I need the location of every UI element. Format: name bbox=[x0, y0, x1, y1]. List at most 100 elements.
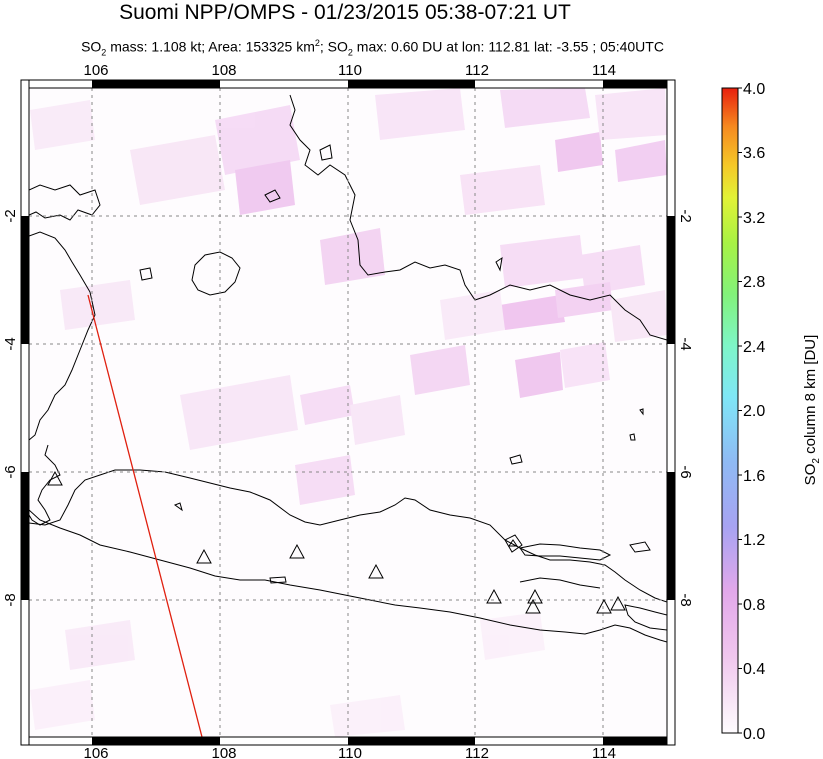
colorbar-gradient bbox=[721, 87, 739, 734]
lon-tick-label: 112 bbox=[465, 62, 489, 79]
belitung-island bbox=[191, 251, 241, 296]
colorbar-tick-label: 0.4 bbox=[743, 661, 765, 678]
lat-tick-label: -8 bbox=[677, 593, 694, 606]
small-island bbox=[639, 408, 644, 416]
volcano-marker bbox=[610, 595, 626, 611]
lon-labels-bottom: 106 108 110 112 114 bbox=[83, 745, 615, 759]
lon-tick-label: 106 bbox=[83, 745, 108, 759]
so2-pixel bbox=[580, 245, 645, 295]
so2-pixel bbox=[330, 695, 405, 737]
so2-pixel bbox=[610, 290, 667, 342]
lon-tick-label: 112 bbox=[465, 745, 489, 759]
lat-tick-label: -8 bbox=[2, 593, 19, 606]
so2-pixel bbox=[30, 680, 95, 730]
colorbar-tick-label: 2.4 bbox=[743, 339, 765, 356]
sumatra-coast bbox=[29, 184, 101, 221]
borneo-coast bbox=[289, 94, 667, 341]
colorbar-tick-label: 1.6 bbox=[743, 468, 765, 485]
colorbar-tick-label: 2.0 bbox=[743, 403, 765, 420]
small-island bbox=[264, 189, 281, 203]
so2-pixels bbox=[30, 88, 667, 737]
so2-pixel bbox=[555, 282, 613, 318]
lat-tick-label: -4 bbox=[2, 337, 19, 350]
so2-pixel bbox=[440, 290, 505, 340]
so2-pixel bbox=[65, 620, 135, 670]
map-frame bbox=[20, 79, 676, 746]
java-south-coast bbox=[29, 509, 667, 643]
colorbar-tick-label: 2.8 bbox=[743, 274, 765, 291]
small-island bbox=[139, 267, 153, 281]
colorbar-tick-label: 0.8 bbox=[743, 597, 765, 614]
volcano-marker bbox=[486, 588, 502, 604]
lon-tick-label: 110 bbox=[338, 745, 362, 759]
small-island bbox=[509, 454, 523, 465]
so2-pixel bbox=[235, 160, 295, 215]
colorbar-tick-label: 0.0 bbox=[743, 726, 765, 743]
so2-pixel bbox=[615, 140, 667, 182]
so2-pixel bbox=[515, 352, 563, 398]
so2-pixel bbox=[215, 105, 300, 175]
so2-pixel bbox=[130, 135, 225, 205]
so2-pixel bbox=[300, 385, 355, 425]
so2-pixel bbox=[560, 342, 610, 388]
volcano-marker bbox=[596, 598, 612, 614]
sumatra-east-coast bbox=[29, 231, 96, 441]
lat-labels-left: -2 -4 -6 -8 bbox=[2, 209, 19, 606]
small-island bbox=[629, 433, 636, 441]
volcano-marker bbox=[368, 563, 384, 579]
chart-title: Suomi NPP/OMPS - 01/23/2015 05:38-07:21 … bbox=[119, 1, 571, 24]
so2-pixel bbox=[595, 88, 667, 140]
so2-pixel bbox=[350, 395, 405, 445]
lat-tick-label: -4 bbox=[677, 337, 694, 350]
so2-pixel bbox=[410, 345, 470, 395]
lon-tick-label: 110 bbox=[338, 62, 362, 79]
so2-pixel bbox=[320, 228, 385, 285]
lon-tick-label: 106 bbox=[83, 62, 108, 79]
lon-tick-label: 108 bbox=[211, 745, 236, 759]
swath-edge-line bbox=[87, 294, 203, 737]
lat-tick-label: -6 bbox=[677, 465, 694, 478]
chart-subtitle: SO2 mass: 1.108 kt; Area: 153325 km2; SO… bbox=[81, 38, 664, 58]
lon-tick-label: 108 bbox=[211, 62, 236, 79]
small-island bbox=[319, 144, 333, 161]
small-island bbox=[269, 576, 287, 584]
so2-pixel bbox=[555, 132, 603, 172]
lat-tick-label: -2 bbox=[677, 209, 694, 222]
volcano-marker bbox=[47, 470, 63, 486]
map-plot bbox=[29, 88, 667, 737]
surabaya-box bbox=[504, 534, 523, 553]
so2-pixel bbox=[500, 88, 590, 128]
lat-tick-label: -6 bbox=[2, 465, 19, 478]
madura-island bbox=[519, 543, 612, 561]
colorbar-label: SO2 column 8 km [DU] bbox=[802, 335, 822, 486]
so2-pixel bbox=[60, 280, 135, 330]
volcano-markers bbox=[47, 470, 626, 614]
lat-tick-label: -2 bbox=[2, 209, 19, 222]
lat-labels-right: -2 -4 -6 -8 bbox=[677, 209, 694, 606]
lon-tick-label: 114 bbox=[592, 745, 616, 759]
small-island bbox=[629, 541, 651, 553]
colorbar-tick-label: 3.2 bbox=[743, 210, 765, 227]
volcano-marker bbox=[525, 598, 541, 614]
small-island bbox=[173, 502, 183, 512]
so2-pixel bbox=[30, 100, 95, 150]
volcano-marker bbox=[508, 539, 518, 547]
so2-pixel bbox=[460, 165, 545, 215]
volcano-marker bbox=[289, 543, 305, 559]
bali-island bbox=[624, 604, 667, 631]
colorbar: 4.0 3.6 3.2 2.8 2.4 2.0 1.6 1.2 0.8 0.4 … bbox=[721, 81, 822, 743]
gridlines bbox=[29, 88, 667, 737]
colorbar-tick-label: 3.6 bbox=[743, 145, 765, 162]
lon-labels-top: 106 108 110 112 114 bbox=[83, 62, 615, 79]
colorbar-tick-label: 1.2 bbox=[743, 532, 765, 549]
so2-pixel bbox=[295, 455, 355, 505]
so2-pixel bbox=[180, 375, 298, 450]
small-island bbox=[495, 256, 503, 272]
volcano-marker bbox=[196, 548, 212, 564]
so2-pixel bbox=[500, 295, 565, 330]
so2-pixel bbox=[375, 88, 465, 140]
java-east-inner bbox=[519, 577, 601, 589]
so2-pixel bbox=[500, 235, 585, 288]
lon-tick-label: 114 bbox=[592, 62, 616, 79]
